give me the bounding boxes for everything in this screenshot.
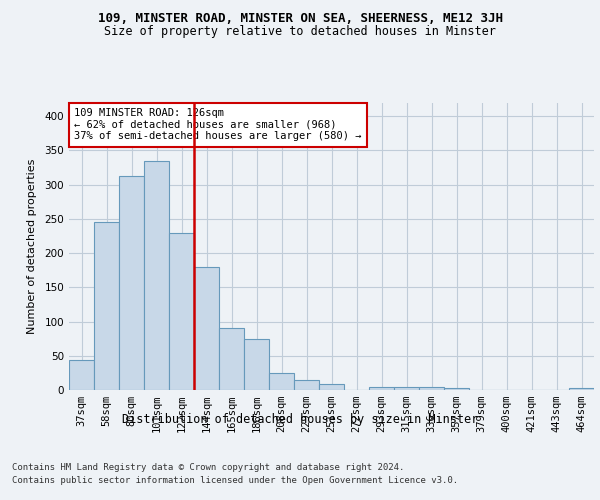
Bar bbox=[294, 380, 319, 390]
Text: Contains public sector information licensed under the Open Government Licence v3: Contains public sector information licen… bbox=[12, 476, 458, 485]
Text: Distribution of detached houses by size in Minster: Distribution of detached houses by size … bbox=[122, 412, 478, 426]
Bar bbox=[444, 388, 469, 390]
Bar bbox=[94, 222, 119, 390]
Bar bbox=[69, 360, 94, 390]
Bar bbox=[194, 267, 219, 390]
Bar bbox=[219, 328, 244, 390]
Bar bbox=[319, 384, 344, 390]
Bar bbox=[369, 388, 394, 390]
Bar bbox=[169, 233, 194, 390]
Bar bbox=[144, 160, 169, 390]
Text: Contains HM Land Registry data © Crown copyright and database right 2024.: Contains HM Land Registry data © Crown c… bbox=[12, 462, 404, 471]
Bar bbox=[419, 388, 444, 390]
Bar bbox=[269, 373, 294, 390]
Text: 109 MINSTER ROAD: 126sqm
← 62% of detached houses are smaller (968)
37% of semi-: 109 MINSTER ROAD: 126sqm ← 62% of detach… bbox=[74, 108, 362, 142]
Text: 109, MINSTER ROAD, MINSTER ON SEA, SHEERNESS, ME12 3JH: 109, MINSTER ROAD, MINSTER ON SEA, SHEER… bbox=[97, 12, 503, 26]
Y-axis label: Number of detached properties: Number of detached properties bbox=[28, 158, 37, 334]
Bar bbox=[244, 338, 269, 390]
Bar bbox=[569, 388, 594, 390]
Text: Size of property relative to detached houses in Minster: Size of property relative to detached ho… bbox=[104, 25, 496, 38]
Bar bbox=[394, 386, 419, 390]
Bar bbox=[119, 176, 144, 390]
